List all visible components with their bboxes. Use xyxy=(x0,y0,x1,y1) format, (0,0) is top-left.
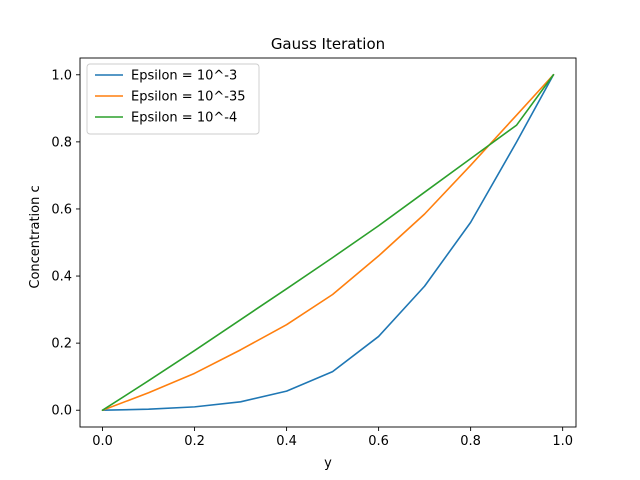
y-axis-ticks: 0.0 0.2 0.4 0.6 0.8 1.0 xyxy=(51,68,80,419)
series-line-1 xyxy=(101,73,555,412)
y-tick-label: 0.0 xyxy=(51,404,72,419)
series-layer xyxy=(101,73,555,412)
x-tick-label: 1.0 xyxy=(552,434,573,449)
x-tick-label: 0.4 xyxy=(276,434,297,449)
legend: Epsilon = 10^-3 Epsilon = 10^-35 Epsilon =… xyxy=(86,63,260,135)
legend-label-3: Epsilon = 10^-4 xyxy=(131,111,237,126)
x-tick-label: 0.0 xyxy=(92,434,113,449)
chart-title: Gauss Iteration xyxy=(271,35,385,53)
y-tick-label: 0.4 xyxy=(51,270,72,285)
x-tick-label: 0.6 xyxy=(368,434,389,449)
y-tick-label: 0.6 xyxy=(51,202,72,217)
y-tick-label: 0.2 xyxy=(51,337,72,352)
x-axis-label: y xyxy=(324,456,332,471)
legend-box xyxy=(86,63,260,135)
y-tick-label: 1.0 xyxy=(51,68,72,83)
legend-entries: Epsilon = 10^-3 Epsilon = 10^-35 Epsilon =… xyxy=(95,69,245,126)
legend-label-1: Epsilon = 10^-3 xyxy=(131,69,237,84)
x-tick-label: 0.2 xyxy=(184,434,205,449)
legend-label-2: Epsilon = 10^-35 xyxy=(131,90,245,105)
x-axis-ticks: 0.0 0.2 0.4 0.6 0.8 1.0 xyxy=(92,427,573,449)
series-line-3 xyxy=(101,73,555,412)
y-axis-label: Concentration c xyxy=(28,185,43,288)
y-tick-label: 0.8 xyxy=(51,135,72,150)
series-line-2 xyxy=(101,73,555,412)
plot-area xyxy=(79,57,577,428)
x-tick-label: 0.8 xyxy=(460,434,481,449)
